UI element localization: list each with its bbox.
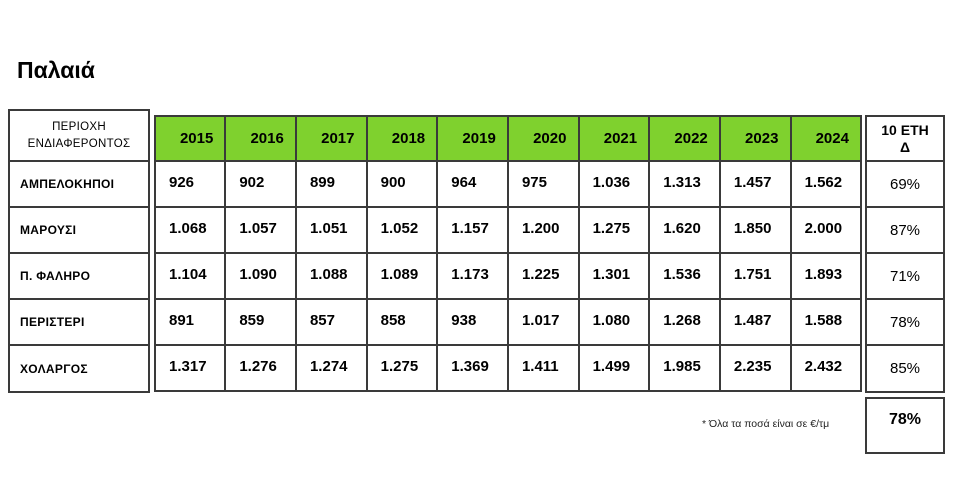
price-cell: 1.317 [156, 344, 227, 391]
price-cell: 1.157 [436, 206, 509, 254]
price-cell: 1.457 [718, 160, 792, 208]
price-cell: 1.301 [577, 252, 651, 300]
year-header: 2015 [156, 117, 227, 162]
price-cell: 1.068 [156, 206, 227, 254]
region-header-line1: ΠΕΡΙΟΧΗ [52, 120, 106, 133]
price-cell: 1.057 [224, 206, 297, 254]
price-cell: 1.620 [648, 206, 721, 254]
price-cell: 858 [365, 298, 439, 346]
price-cell: 938 [436, 298, 509, 346]
year-header: 2016 [224, 117, 297, 162]
change-cell: 78% [867, 298, 943, 346]
total-change-value: 78% [888, 410, 922, 428]
price-cell: 859 [224, 298, 297, 346]
price-cell: 2.235 [718, 344, 792, 391]
price-cell: 1.225 [506, 252, 580, 300]
price-cell: 857 [294, 298, 368, 346]
price-cell: 975 [506, 160, 580, 208]
year-header: 2020 [506, 117, 580, 162]
change-cell: 87% [867, 206, 943, 254]
price-cell: 1.499 [577, 344, 651, 391]
price-cell: 1.562 [789, 160, 860, 208]
price-cell: 900 [365, 160, 439, 208]
change-header-line1: 10 ΕΤΗ [881, 121, 929, 138]
price-cell: 1.893 [789, 252, 860, 300]
price-cell: 1.588 [789, 298, 860, 346]
year-header-row: 2015 2016 2017 2018 2019 2020 2021 2022 … [156, 117, 860, 162]
price-cell: 1.313 [648, 160, 721, 208]
year-header: 2019 [436, 117, 509, 162]
price-cell: 902 [224, 160, 297, 208]
price-cell: 1.268 [648, 298, 721, 346]
price-cell: 1.090 [224, 252, 297, 300]
change-header: 10 ΕΤΗ Δ [867, 117, 943, 162]
region-cell: Π. ΦΑΛΗΡΟ [10, 252, 148, 300]
price-cell: 1.017 [506, 298, 580, 346]
price-cell: 1.104 [156, 252, 227, 300]
price-cell: 1.051 [294, 206, 368, 254]
change-column: 10 ΕΤΗ Δ 69% 87% 71% 78% 85% [865, 115, 945, 393]
price-cell: 1.275 [365, 344, 439, 391]
price-cell: 1.276 [224, 344, 297, 391]
year-header: 2018 [365, 117, 439, 162]
region-column: ΠΕΡΙΟΧΗ ΕΝΔΙΑΦΕΡΟΝΤΟΣ ΑΜΠΕΛΟΚΗΠΟΙ ΜΑΡΟΥΣ… [8, 109, 150, 393]
price-cell: 1.985 [648, 344, 721, 391]
region-header-line2: ΕΝΔΙΑΦΕΡΟΝΤΟΣ [27, 137, 131, 150]
price-cell: 926 [156, 160, 227, 208]
price-cell: 1.088 [294, 252, 368, 300]
price-cell: 1.274 [294, 344, 368, 391]
price-cell: 964 [436, 160, 509, 208]
price-cell: 1.411 [506, 344, 580, 391]
price-cell: 1.751 [718, 252, 792, 300]
table-row: 1.317 1.276 1.274 1.275 1.369 1.411 1.49… [156, 344, 860, 391]
table-row: 1.104 1.090 1.088 1.089 1.173 1.225 1.30… [156, 252, 860, 300]
price-cell: 2.000 [789, 206, 860, 254]
change-header-line2: Δ [899, 138, 911, 155]
price-cell: 1.173 [436, 252, 509, 300]
price-cell: 1.536 [648, 252, 721, 300]
table-row: 926 902 899 900 964 975 1.036 1.313 1.45… [156, 160, 860, 208]
price-cell: 1.850 [718, 206, 792, 254]
year-header: 2022 [648, 117, 721, 162]
total-change-box: 78% [865, 397, 945, 454]
table-row: 891 859 857 858 938 1.017 1.080 1.268 1.… [156, 298, 860, 346]
page-title: Παλαιά [17, 57, 95, 83]
price-grid: 2015 2016 2017 2018 2019 2020 2021 2022 … [154, 115, 862, 392]
price-cell: 1.089 [365, 252, 439, 300]
year-header: 2021 [577, 117, 651, 162]
year-header: 2023 [718, 117, 792, 162]
price-cell: 1.052 [365, 206, 439, 254]
price-cell: 2.432 [789, 344, 860, 391]
price-cell: 1.369 [436, 344, 509, 391]
region-cell: ΑΜΠΕΛΟΚΗΠΟΙ [10, 160, 148, 208]
price-cell: 1.036 [577, 160, 651, 208]
price-cell: 891 [156, 298, 227, 346]
units-note: * Όλα τα ποσά είναι σε €/τμ [702, 418, 830, 430]
change-cell: 85% [867, 344, 943, 391]
price-cell: 1.080 [577, 298, 651, 346]
region-header: ΠΕΡΙΟΧΗ ΕΝΔΙΑΦΕΡΟΝΤΟΣ [10, 111, 148, 162]
table-row: 1.068 1.057 1.051 1.052 1.157 1.200 1.27… [156, 206, 860, 254]
price-cell: 899 [294, 160, 368, 208]
change-cell: 69% [867, 160, 943, 208]
year-header: 2024 [789, 117, 860, 162]
change-cell: 71% [867, 252, 943, 300]
price-cell: 1.275 [577, 206, 651, 254]
region-cell: ΧΟΛΑΡΓΟΣ [10, 344, 148, 391]
price-cell: 1.200 [506, 206, 580, 254]
price-cell: 1.487 [718, 298, 792, 346]
region-cell: ΜΑΡΟΥΣΙ [10, 206, 148, 254]
year-header: 2017 [294, 117, 368, 162]
region-cell: ΠΕΡΙΣΤΕΡΙ [10, 298, 148, 346]
